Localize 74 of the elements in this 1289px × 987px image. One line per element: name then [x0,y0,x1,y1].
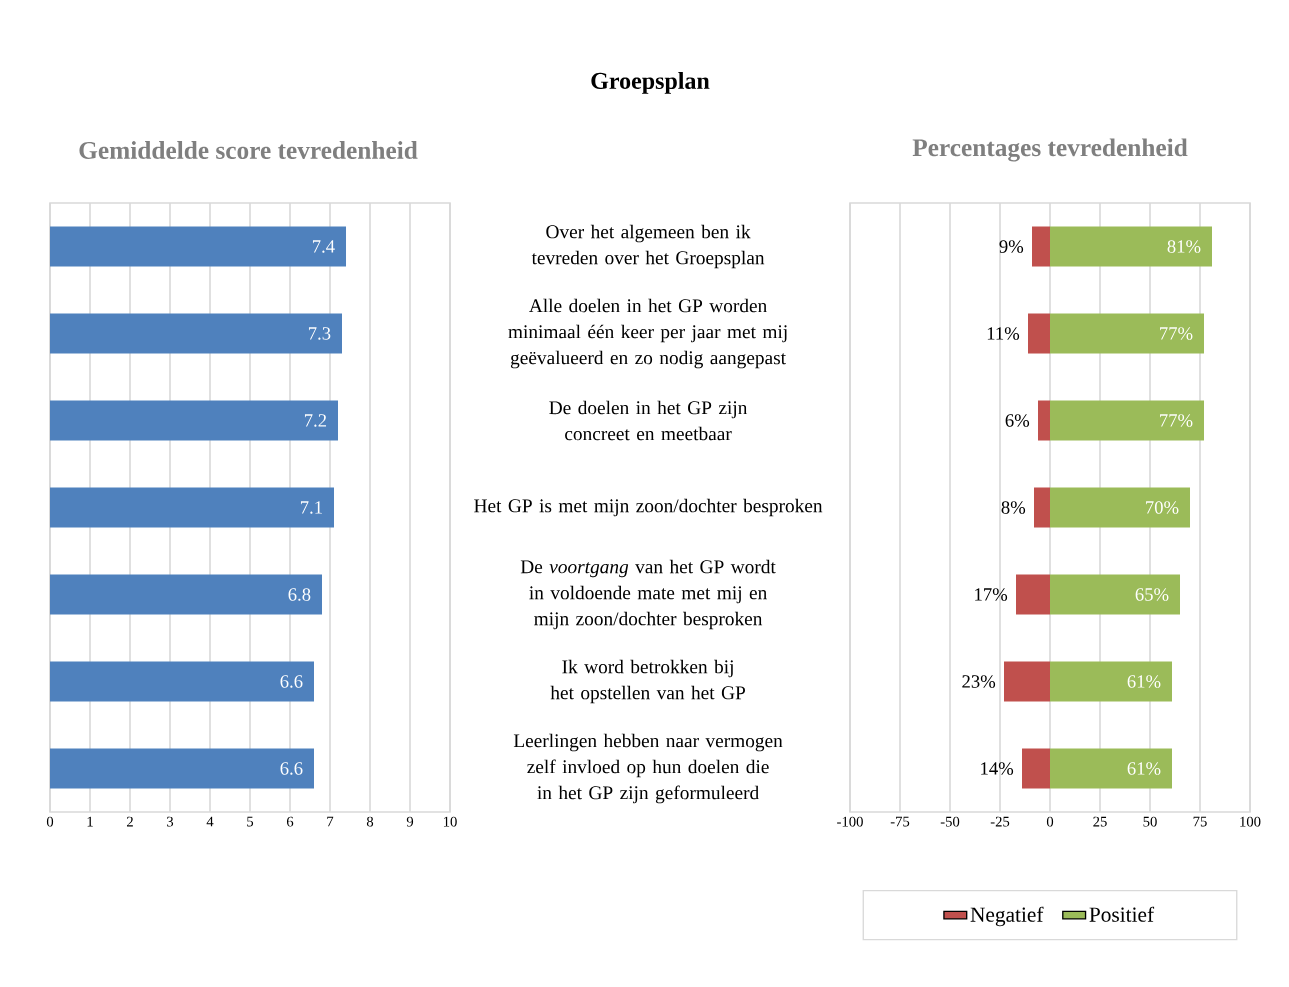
x-tick-label: -100 [837,816,863,827]
x-tick-label: 8 [366,816,374,827]
data-label: 11% [987,327,1020,340]
bar [1028,313,1051,354]
y-tick-label: De doelen in het GP zijn concreet en meetbaar [549,400,748,441]
data-label: 14% [981,762,1014,775]
x-tick-label: 10 [443,816,457,827]
x-tick-label: 100 [1240,816,1261,827]
data-label: 6% [1005,414,1030,427]
legend-label: Negatief [970,906,1044,927]
bar [50,487,334,528]
x-tick-label: 25 [1093,816,1107,827]
x-tick-label: 50 [1143,816,1157,827]
data-label: 6.6 [280,675,303,688]
data-label: 81% [1167,240,1201,253]
x-tick-label: 1 [87,816,93,827]
x-tick-label: -50 [940,816,960,827]
bar [1034,487,1051,528]
y-tick-label: Over het algemeen ben ik tevreden over het Groepsplan [531,224,765,269]
bar [1032,226,1051,267]
x-tick-label: 2 [126,816,133,827]
x-tick-label: -25 [990,816,1010,827]
y-tick-label: Het GP is met mijn zoon/dochter besproken [474,498,823,517]
bar [50,400,338,441]
bar [1050,748,1173,789]
data-label: 7.2 [304,414,327,427]
bar [50,226,347,267]
bar [1016,574,1051,615]
x-tick-label: 5 [247,816,254,827]
bar [1050,487,1191,528]
legend-label: Positief [1089,906,1155,922]
x-tick-label: 7 [327,816,334,827]
data-label: 8% [1001,501,1026,514]
y-tick-label: Leerlingen hebben naar vermogen zelf invloed op hun doelen die in het GP zijn geformuleerd [513,733,783,804]
x-tick-label: 0 [1046,816,1054,827]
bar [50,748,314,789]
data-label: 6.8 [288,588,311,601]
data-label: 70% [1146,501,1179,514]
bar [1050,226,1213,267]
chart-title: Percentages tevredenheid [912,138,1188,162]
x-tick-label: -75 [890,816,910,827]
bar [50,661,314,702]
text: Groepsplan [591,72,710,94]
bar [1050,400,1205,441]
data-label: 77% [1160,414,1193,427]
y-tick-label: De voortgang van het GP wordt in voldoende mate met mij en mijn zoon/dochter besproken [520,559,776,630]
bar [1038,400,1051,441]
bar [1050,661,1173,702]
bar [1050,574,1181,615]
data-label: 7.1 [300,501,322,514]
data-label: 61% [1127,675,1161,688]
chart-subtitle: Gemiddelde score tevredenheid [79,141,418,159]
bar [1050,313,1205,354]
bar [50,574,323,615]
y-tick-label: Ik word betrokken bij het opstellen van het GP [550,659,746,704]
data-label: 7.4 [312,240,335,253]
x-tick-label: 3 [167,816,174,827]
data-label: 61% [1127,762,1161,775]
data-label: 7.3 [308,327,331,340]
data-label: 9% [999,240,1024,253]
data-label: 17% [975,588,1008,601]
data-label: 65% [1135,588,1169,601]
y-tick-label: Alle doelen in het GP worden minimaal één keer per jaar met mij geëvalueerd en zo nodig aangepast [508,298,787,369]
data-label: 23% [962,675,996,688]
x-tick-label: 0 [46,816,54,827]
data-label: 77% [1160,327,1193,340]
x-tick-label: 6 [286,816,294,827]
bar [1022,748,1051,789]
x-tick-label: 75 [1193,816,1207,827]
bar [50,313,342,354]
x-tick-label: 9 [406,816,414,827]
bar [1004,661,1051,702]
x-tick-label: 4 [206,816,214,827]
data-label: 6.6 [280,762,303,775]
